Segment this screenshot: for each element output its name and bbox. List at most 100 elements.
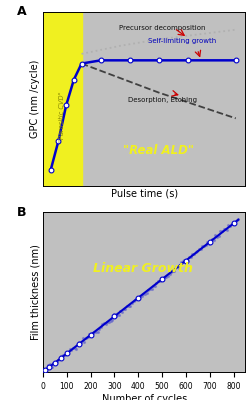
Point <box>155 278 160 284</box>
Point <box>181 257 185 264</box>
Text: Self-limiting growth: Self-limiting growth <box>147 38 215 44</box>
Point <box>162 274 166 280</box>
Point <box>146 286 150 293</box>
Text: Linear Growth: Linear Growth <box>93 262 192 274</box>
Point <box>121 306 125 312</box>
Point <box>233 57 237 64</box>
Point <box>221 226 225 232</box>
Point <box>77 339 81 346</box>
Point <box>136 294 140 301</box>
Point <box>164 274 168 280</box>
Point <box>43 367 47 373</box>
Point <box>234 217 238 224</box>
Point <box>71 345 75 352</box>
Point <box>217 228 222 234</box>
Point <box>69 347 73 353</box>
Point <box>136 295 140 302</box>
Point <box>90 330 94 336</box>
Point <box>207 239 211 245</box>
Point <box>76 341 80 347</box>
Point <box>92 328 96 335</box>
Point <box>160 276 164 282</box>
Point <box>110 317 114 324</box>
Point <box>147 286 151 292</box>
Y-axis label: GPC (nm /cycle): GPC (nm /cycle) <box>30 60 40 138</box>
Point <box>170 268 174 274</box>
Point <box>111 311 115 318</box>
Point <box>201 243 205 250</box>
Text: Precursor decomposition: Precursor decomposition <box>119 25 205 31</box>
Point <box>209 236 213 242</box>
Point <box>76 341 80 347</box>
Point <box>169 269 173 276</box>
Point <box>193 248 197 255</box>
Point <box>43 367 47 373</box>
Point <box>133 297 137 303</box>
Point <box>84 335 88 342</box>
Point <box>88 332 92 338</box>
Point <box>72 76 76 83</box>
Text: A: A <box>17 5 26 18</box>
Point <box>79 340 83 346</box>
Point <box>173 264 177 270</box>
Point <box>191 251 195 257</box>
Point <box>119 309 123 316</box>
Bar <box>43 12 81 186</box>
Point <box>47 364 51 370</box>
Point <box>139 293 143 299</box>
Point <box>102 320 106 326</box>
Point <box>216 233 220 239</box>
Point <box>97 326 101 332</box>
Point <box>64 350 68 356</box>
Point <box>208 240 212 246</box>
Point <box>51 360 55 366</box>
Point <box>59 355 63 361</box>
X-axis label: Number of cycles: Number of cycles <box>101 394 186 400</box>
Point <box>141 291 145 298</box>
Point <box>74 346 78 352</box>
Point <box>72 345 76 352</box>
Point <box>206 241 210 248</box>
Point <box>82 338 86 345</box>
Point <box>185 258 189 264</box>
Point <box>142 290 146 297</box>
Point <box>67 346 71 352</box>
Point <box>116 311 120 318</box>
Point <box>195 248 199 254</box>
Point <box>204 238 208 245</box>
Point <box>165 272 169 279</box>
Point <box>123 306 127 312</box>
Point <box>144 290 148 297</box>
Point <box>157 278 161 284</box>
Point <box>128 302 132 309</box>
Point <box>185 57 189 64</box>
Point <box>178 259 182 266</box>
Point <box>177 264 181 271</box>
Point <box>41 366 45 372</box>
Point <box>48 167 52 173</box>
Point <box>103 320 107 327</box>
Point <box>203 242 207 248</box>
Point <box>198 246 202 252</box>
Point <box>59 352 63 359</box>
Point <box>214 234 218 240</box>
Point <box>212 232 216 238</box>
Point <box>87 331 91 337</box>
Point <box>156 57 160 64</box>
Point <box>66 349 70 355</box>
Point <box>105 319 109 326</box>
Point <box>53 360 57 366</box>
Point <box>150 282 154 289</box>
Point <box>226 222 230 228</box>
Point <box>46 362 50 368</box>
Point <box>118 308 122 314</box>
Point <box>45 365 49 371</box>
Point <box>95 329 99 335</box>
Point <box>108 318 112 324</box>
Point <box>183 258 187 264</box>
X-axis label: Pulse time (s): Pulse time (s) <box>110 189 177 199</box>
Point <box>99 57 103 64</box>
Point <box>127 57 131 64</box>
Point <box>167 271 171 277</box>
Point <box>188 254 192 260</box>
